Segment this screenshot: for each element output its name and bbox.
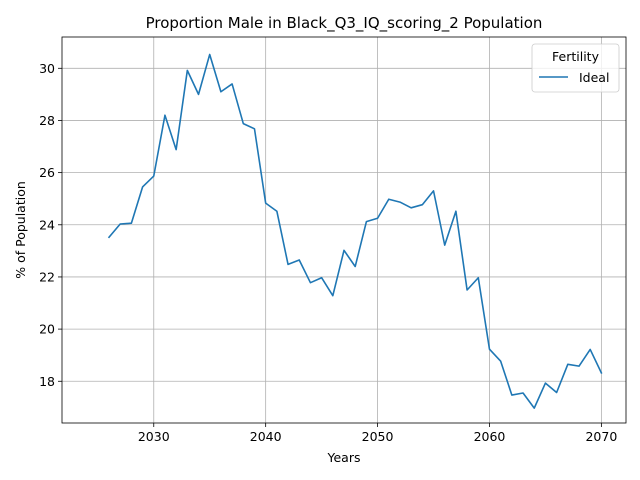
legend-label-ideal: Ideal xyxy=(579,70,609,85)
y-tick-label: 28 xyxy=(39,113,55,128)
y-tick-label: 22 xyxy=(39,269,55,284)
y-tick-label: 24 xyxy=(39,217,55,232)
x-tick-label: 2050 xyxy=(362,429,394,444)
plot-frame xyxy=(61,36,627,424)
y-tick-label: 30 xyxy=(39,61,55,76)
y-tick-label: 26 xyxy=(39,165,55,180)
x-axis-ticks: 2030 2040 2050 2060 2070 xyxy=(138,423,617,444)
chart-title: Proportion Male in Black_Q3_IQ_scoring_2… xyxy=(146,14,543,33)
y-tick-label: 20 xyxy=(39,322,55,337)
legend: Fertility Ideal xyxy=(531,43,620,93)
y-axis-label: % of Population xyxy=(13,181,28,279)
x-tick-label: 2030 xyxy=(138,429,170,444)
x-tick-label: 2070 xyxy=(585,429,617,444)
x-tick-label: 2060 xyxy=(474,429,506,444)
legend-box xyxy=(531,43,620,93)
x-axis-label: Years xyxy=(327,450,361,465)
series-line-ideal xyxy=(107,53,603,409)
legend-title: Fertility xyxy=(552,49,600,64)
grid xyxy=(62,37,626,423)
series-layer xyxy=(107,53,603,409)
x-tick-label: 2040 xyxy=(250,429,282,444)
y-tick-label: 18 xyxy=(39,374,55,389)
y-axis-ticks: 18 20 22 24 26 28 30 xyxy=(39,61,62,389)
